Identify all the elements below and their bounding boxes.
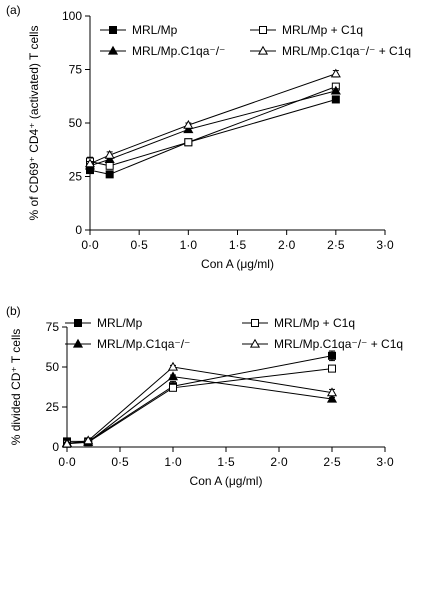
- x-tick-label: 1·0: [180, 238, 198, 252]
- legend-label: MRL/Mp: [132, 23, 178, 37]
- y-tick-label: 50: [46, 360, 60, 374]
- data-point: [105, 161, 114, 170]
- legend-label: MRL/Mp + C1q: [282, 23, 363, 37]
- data-point: [326, 387, 338, 397]
- x-tick-label: 0·5: [111, 455, 129, 469]
- data-point: [167, 361, 179, 371]
- legend-label: MRL/Mp.C1qa⁻/⁻: [132, 44, 225, 58]
- data-point: [104, 154, 115, 164]
- y-tick-label: 100: [62, 9, 82, 23]
- legend-entry-0: MRL/Mp: [100, 23, 178, 37]
- y-tick-label: 75: [46, 320, 60, 334]
- legend-marker: [259, 26, 267, 34]
- data-point: [183, 124, 194, 134]
- y-tick-label: 25: [69, 170, 83, 184]
- x-tick-label: 0·0: [81, 238, 99, 252]
- x-tick-label: 2·0: [278, 238, 296, 252]
- legend-label: MRL/Mp + C1q: [274, 316, 355, 330]
- series-0: [86, 95, 340, 179]
- legend-marker: [107, 45, 119, 55]
- x-tick-label: 2·5: [327, 238, 345, 252]
- series-3: [61, 361, 338, 448]
- legend-marker: [257, 45, 269, 55]
- data-point: [184, 138, 193, 147]
- legend-entry-0: MRL/Mp: [65, 316, 143, 330]
- series-1: [86, 82, 340, 170]
- data-point: [331, 95, 340, 104]
- panel-label: (b): [6, 304, 21, 318]
- data-point: [328, 351, 336, 360]
- data-point: [330, 68, 341, 78]
- data-point: [83, 435, 94, 445]
- legend-marker: [249, 338, 261, 348]
- x-tick-label: 0·0: [58, 455, 76, 469]
- data-point: [183, 119, 194, 129]
- series-line: [89, 73, 336, 165]
- series-line: [89, 90, 336, 167]
- y-tick-label: 25: [46, 400, 60, 414]
- series-1: [63, 364, 336, 448]
- y-tick-label: 50: [69, 116, 83, 130]
- series-line: [89, 98, 336, 175]
- data-point: [328, 364, 336, 373]
- series-0: [63, 350, 336, 446]
- legend-marker: [74, 319, 82, 327]
- data-point: [84, 158, 96, 168]
- x-tick-label: 1·5: [217, 455, 235, 469]
- y-axis-title: % of CD69⁺ CD4⁺ (activated) T cells: [27, 26, 41, 221]
- chart-b: (b) 0 25 50 75 0·0 0·5 1·0 1·5 2·0 2·5 3·0 Con A (μg…: [6, 304, 403, 488]
- legend-label: MRL/Mp.C1qa⁻/⁻ + C1q: [282, 44, 411, 58]
- chart-a: (a) 0 25 50 75 100 0·0 0·5 1·0 1·5 2·0 2·5 3·0 Con A …: [6, 3, 411, 271]
- legend-label: MRL/Mp.C1qa⁻/⁻ + C1q: [274, 337, 403, 351]
- x-tick-label: 1·0: [164, 455, 182, 469]
- x-tick-label: 0·5: [130, 238, 148, 252]
- data-point: [167, 371, 179, 381]
- data-point: [330, 85, 341, 95]
- legend-entry-2: MRL/Mp.C1qa⁻/⁻: [65, 337, 190, 351]
- x-tick-label: 3·0: [376, 238, 394, 252]
- x-tick-label: 2·0: [270, 455, 288, 469]
- series-3: [84, 68, 341, 168]
- data-point: [104, 149, 115, 159]
- x-axis-title: Con A (μg/ml): [190, 474, 263, 488]
- legend-label: MRL/Mp: [97, 316, 143, 330]
- legend-entry-3: MRL/Mp.C1qa⁻/⁻ + C1q: [242, 337, 403, 351]
- x-axis-title: Con A (μg/ml): [201, 257, 274, 271]
- legend-label: MRL/Mp.C1qa⁻/⁻: [97, 337, 190, 351]
- x-tick-label: 2·5: [323, 455, 341, 469]
- series-2: [61, 371, 338, 447]
- panel-label: (a): [6, 3, 21, 17]
- series-line: [89, 86, 337, 167]
- y-axis-title: % divided CD⁺ T cells: [9, 329, 23, 446]
- x-tick-label: 1·5: [229, 238, 247, 252]
- data-point: [61, 438, 73, 448]
- y-tick-label: 75: [69, 63, 83, 77]
- legend-entry-3: MRL/Mp.C1qa⁻/⁻ + C1q: [250, 44, 411, 58]
- legend-marker: [72, 338, 84, 348]
- y-tick-label: 0: [75, 223, 82, 237]
- data-point: [105, 170, 114, 179]
- data-point: [326, 393, 338, 403]
- legend-marker: [109, 26, 117, 34]
- legend-entry-1: MRL/Mp + C1q: [242, 316, 355, 330]
- legend-entry-2: MRL/Mp.C1qa⁻/⁻: [100, 44, 225, 58]
- legend-marker: [251, 319, 259, 327]
- y-tick-label: 0: [52, 440, 59, 454]
- series-line: [67, 355, 333, 442]
- legend-entry-1: MRL/Mp + C1q: [250, 23, 363, 37]
- series-line: [66, 366, 333, 445]
- data-point: [169, 383, 177, 392]
- x-tick-label: 3·0: [376, 455, 394, 469]
